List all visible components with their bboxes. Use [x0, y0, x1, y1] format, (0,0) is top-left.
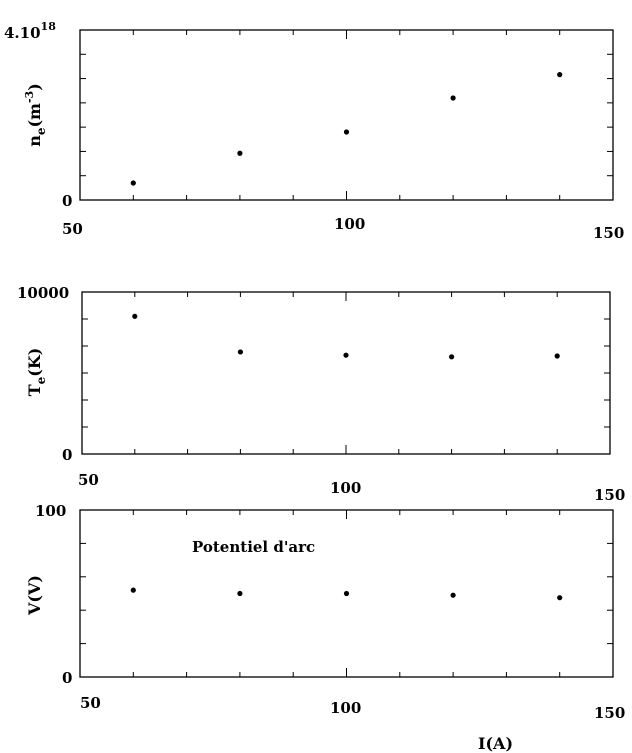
- x-tick-label: 150: [593, 224, 624, 242]
- data-points: [132, 313, 560, 360]
- data-point: [557, 72, 563, 78]
- x-tick-label: 100: [330, 479, 361, 497]
- plot-frame: [79, 29, 614, 201]
- y-top-tick-label: 4.1018: [4, 20, 56, 42]
- x-tick-label: 150: [594, 486, 625, 504]
- data-point: [237, 349, 243, 355]
- y-axis-label: Te(K): [25, 348, 48, 397]
- data-point: [449, 354, 455, 360]
- y-top-tick-label: 100: [35, 502, 66, 520]
- x-tick-label: 50: [80, 694, 101, 712]
- data-point: [130, 180, 136, 186]
- data-points: [130, 72, 563, 186]
- plot-frame: [81, 291, 611, 455]
- data-point: [343, 129, 350, 135]
- x-axis-label: I(A): [478, 734, 513, 753]
- y-top-tick-label: 10000: [17, 284, 69, 302]
- data-point: [557, 595, 563, 601]
- y-axis-label: ne(m-3): [23, 83, 48, 147]
- y-bottom-tick-label: 0: [62, 192, 72, 210]
- y-bottom-tick-label: 0: [62, 669, 72, 687]
- data-point: [237, 590, 243, 597]
- panel-te: 10000 0 50 100 150 Te(K): [17, 284, 625, 504]
- data-point: [343, 352, 349, 358]
- data-point: [343, 590, 350, 597]
- x-tick-label: 50: [78, 471, 99, 489]
- y-axis-label: V(V): [25, 575, 44, 616]
- data-point: [132, 313, 138, 319]
- x-tick-label: 100: [330, 699, 361, 717]
- data-point: [450, 95, 456, 101]
- panel-v: 100 0 50 100 150 V(V) Potentiel d'arc I(…: [25, 502, 625, 753]
- data-point: [450, 592, 456, 598]
- x-tick-label: 150: [594, 704, 625, 722]
- tick-marks: [80, 30, 613, 200]
- data-points: [130, 587, 563, 601]
- data-point: [130, 587, 136, 593]
- x-tick-label: 50: [62, 220, 83, 238]
- x-tick-label: 100: [334, 215, 365, 233]
- annotation: Potentiel d'arc: [192, 538, 315, 556]
- data-point: [237, 150, 243, 156]
- y-bottom-tick-label: 0: [62, 446, 72, 464]
- tick-marks: [82, 292, 610, 454]
- data-point: [554, 353, 560, 359]
- tick-marks: [80, 510, 613, 677]
- panel-ne: 4.1018 0 50 100 150 ne(m-3): [4, 20, 624, 242]
